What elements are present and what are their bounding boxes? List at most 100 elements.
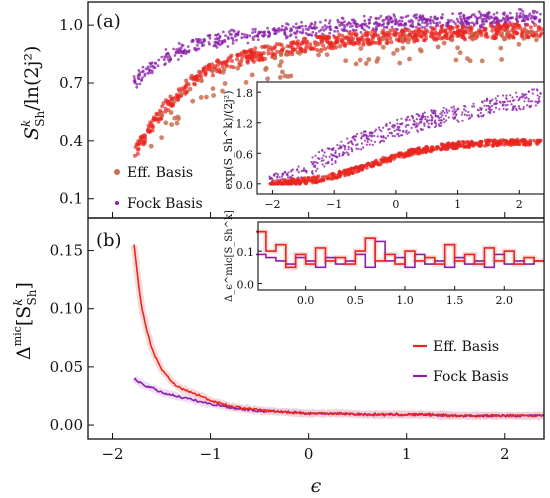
inset-a-eff-point [330,177,334,181]
inset-a-fock-point [360,132,363,135]
inset-a-fock-point [286,174,289,177]
inset-a-fock-point [268,177,271,180]
fock-point [267,30,271,34]
inset-a-fock-point [476,114,479,117]
eff-point [139,135,144,140]
fock-point [355,25,359,29]
eff-point [302,49,307,54]
panel-b-plot-area [130,244,546,422]
fock-point [338,23,342,27]
fock-point [294,22,298,26]
fock-point [154,62,158,65]
fock-point [165,52,168,56]
fock-point [157,58,161,62]
eff-outlier-point [404,34,410,39]
fock-point [324,18,327,22]
inset-a-eff-point [285,179,290,183]
inset-a-fock-point [438,119,441,122]
fock-point [477,10,481,14]
inset-a-fock-point [426,115,429,118]
inset-a-eff-point [384,156,388,160]
fock-point [456,20,460,23]
fock-point [516,20,520,23]
fock-point [294,26,298,30]
inset-a-eff-point [464,145,469,149]
inset-a-fock-point [513,99,516,102]
eff-point [400,32,405,36]
fock-point [237,30,241,33]
panel-b-xtick-label: 0 [304,445,314,463]
eff-line [133,244,544,419]
eff-point [388,36,393,41]
inset-a-fock-point [316,167,319,170]
inset-a-eff-point [502,143,507,147]
inset-a-fock-point [350,140,353,143]
inset-a-fock-point [405,118,408,121]
fock-point [532,11,535,15]
eff-point [192,81,197,86]
fock-point [251,31,255,34]
fock-point [311,30,315,34]
inset-a-fock-point [450,106,453,109]
eff-outlier-point [198,95,204,100]
inset-a-fock-point [423,111,426,114]
fock-point [478,24,482,27]
fock-point [447,20,451,23]
inset-a-fock-point [483,104,486,107]
inset-a-fock-point [400,117,403,120]
inset-a-fock-point [355,144,358,147]
eff-point [420,29,425,34]
fock-point [346,22,350,26]
eff-outlier-point [190,98,196,104]
inset-a-eff-point [502,139,506,143]
inset-a-fock-point [311,171,314,174]
eff-point [324,38,329,43]
eff-point [460,29,465,34]
fock-point [382,25,386,29]
fock-point [223,38,227,42]
fock-point [467,17,470,21]
inset-a-fock-point [362,146,365,149]
inset-a-fock-point [430,119,433,122]
fock-point [251,38,255,42]
fock-point [290,28,294,32]
fock-point [501,16,505,20]
eff-point [340,38,345,43]
inset-a-fock-point [272,173,275,177]
fock-point [354,29,358,32]
inset-a-eff-point [391,155,395,159]
inset-a-fock-point [333,154,336,157]
inset-a-fock-point [488,100,491,103]
eff-outlier-point [159,135,165,141]
fock-point [148,71,152,75]
inset-a-eff-point [523,138,528,143]
fock-point [415,25,418,29]
eff-point [285,44,290,49]
fock-point [163,63,167,66]
inset-a-fock-point [322,159,325,162]
inset-b-ytick-label: 0.0 [237,279,255,292]
eff-outlier-point [174,120,180,126]
inset-b-xtick-label: 1.0 [396,294,414,307]
eff-point [253,46,258,51]
inset-a-eff-point [447,143,452,148]
eff-outlier-point [337,43,343,49]
inset-a-fock-point [373,140,376,143]
fock-point [321,32,324,36]
eff-outlier-point [282,73,288,79]
inset-a-fock-point [395,128,398,131]
eff-point [157,116,162,121]
eff-point [411,30,416,35]
fock-point [304,24,308,28]
fock-point [279,28,283,32]
fock-point [389,17,393,21]
fock-point [462,17,466,21]
inset-a-fock-point [399,134,403,137]
fock-point [283,28,287,32]
inset-a-fock-point [536,102,539,105]
inset-a-fock-point [435,114,438,117]
eff-point [315,35,320,39]
inset-a-fock-point [321,149,324,152]
inset-a-fock-point [515,91,518,94]
